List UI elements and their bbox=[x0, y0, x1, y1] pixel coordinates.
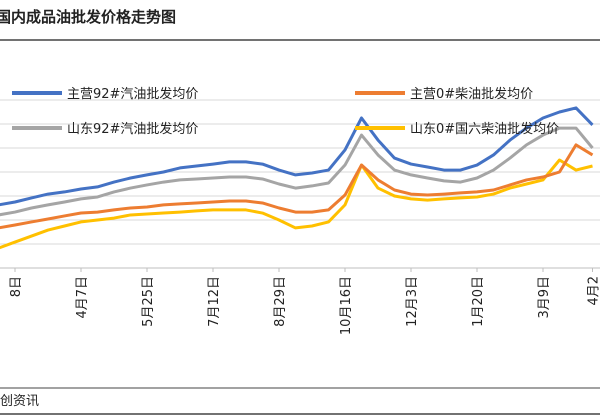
x-tick-label: 3月9日 bbox=[537, 276, 552, 319]
x-tick-label: 5月25日 bbox=[141, 276, 156, 327]
legend-label: 山东92#汽油批发均价 bbox=[67, 121, 198, 137]
x-tick-label: 4月7日 bbox=[75, 276, 90, 319]
x-tick-label: 4月2 bbox=[587, 276, 600, 306]
legend-label: 山东0#国六柴油批发均价 bbox=[410, 121, 559, 137]
legend-label: 主营92#汽油批发均价 bbox=[67, 86, 198, 102]
legend-label: 主营0#柴油批发均价 bbox=[410, 86, 533, 102]
source: 创资讯 bbox=[0, 394, 39, 409]
series-line bbox=[0, 158, 593, 250]
series-line bbox=[0, 106, 594, 207]
series-line bbox=[0, 143, 594, 230]
x-tick-label: 7月12日 bbox=[207, 276, 222, 327]
x-tick-label: 12月3日 bbox=[405, 276, 420, 327]
series-line bbox=[0, 126, 594, 217]
x-tick-label: 10月16日 bbox=[339, 276, 354, 335]
chart-title: 国内成品油批发价格走势图 bbox=[0, 8, 176, 26]
x-tick-label: 8日 bbox=[9, 276, 24, 297]
x-tick-label: 8月29日 bbox=[273, 276, 288, 327]
x-tick-label: 1月20日 bbox=[471, 276, 486, 327]
